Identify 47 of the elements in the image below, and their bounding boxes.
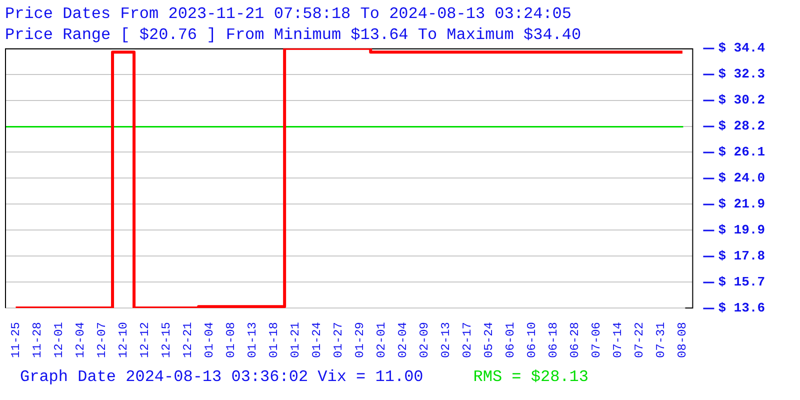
x-tick-label: 01-08 (224, 322, 238, 358)
x-tick-label: 12-01 (52, 322, 66, 358)
x-tick-label: 07-14 (611, 322, 626, 358)
x-tick-label: 12-12 (138, 322, 152, 358)
x-tick-label: 02-01 (374, 322, 389, 358)
x-tick-label: 02-13 (439, 322, 454, 358)
y-tick-label: $ 28.2 (718, 118, 766, 134)
x-tick-label: 02-17 (460, 322, 475, 358)
x-tick-label: 01-13 (245, 322, 260, 358)
y-tick-label: $ 34.4 (718, 40, 766, 56)
x-tick-label: 06-01 (504, 322, 518, 358)
x-tick-label: 05-24 (482, 322, 496, 358)
x-tick-label: 07-22 (632, 322, 647, 358)
x-tick-label: 07-06 (590, 322, 604, 358)
x-tick-label: 07-31 (654, 322, 668, 358)
x-tick-label: 01-18 (266, 322, 281, 358)
x-tick-label: 01-04 (202, 322, 216, 358)
chart-subtitle: Price Range [ $20.76 ] From Minimum $13.64 To Maximum $34.40 (5, 26, 582, 44)
y-tick-label: $ 21.9 (718, 196, 766, 212)
y-tick-label: $ 32.3 (718, 66, 766, 82)
y-tick-label: $ 24.0 (718, 170, 766, 186)
x-tick-label: 01-27 (332, 322, 346, 358)
y-tick-label: $ 17.8 (718, 248, 766, 264)
x-tick-label: 01-24 (310, 322, 324, 358)
x-tick-label: 06-18 (546, 322, 561, 358)
x-tick-label: 06-28 (568, 322, 582, 358)
x-tick-label: 12-15 (159, 322, 174, 358)
y-tick-label: $ 15.7 (718, 274, 766, 290)
ref-line-label: RMS = $28.13 (473, 368, 588, 386)
x-tick-label: 12-04 (73, 322, 88, 358)
y-tick-label: $ 30.2 (718, 92, 766, 108)
x-tick-label: 12-21 (180, 322, 195, 358)
x-tick-label: 12-07 (94, 322, 109, 358)
x-tick-label: 06-10 (525, 322, 540, 358)
x-tick-label: 11-28 (30, 322, 44, 358)
x-tick-label: 01-21 (288, 322, 303, 358)
text: Graph Date 2024-08-13 03:36:02 Vix = 11.00 (20, 368, 424, 386)
x-tick-label: 02-09 (418, 322, 432, 358)
y-tick-label: $ 26.1 (718, 144, 766, 160)
x-tick-label: 02-04 (396, 322, 410, 358)
x-tick-label: 12-10 (116, 322, 130, 358)
y-tick-label: $ 19.9 (718, 222, 766, 238)
y-tick-label: $ 13.6 (718, 300, 766, 316)
x-tick-label: 08-08 (676, 322, 690, 358)
x-tick-label: 01-29 (353, 322, 368, 358)
chart-title: Price Dates From 2023-11-21 07:58:18 To 2024-08-13 03:24:05 (5, 4, 572, 23)
x-tick-label: 11-25 (8, 322, 23, 358)
